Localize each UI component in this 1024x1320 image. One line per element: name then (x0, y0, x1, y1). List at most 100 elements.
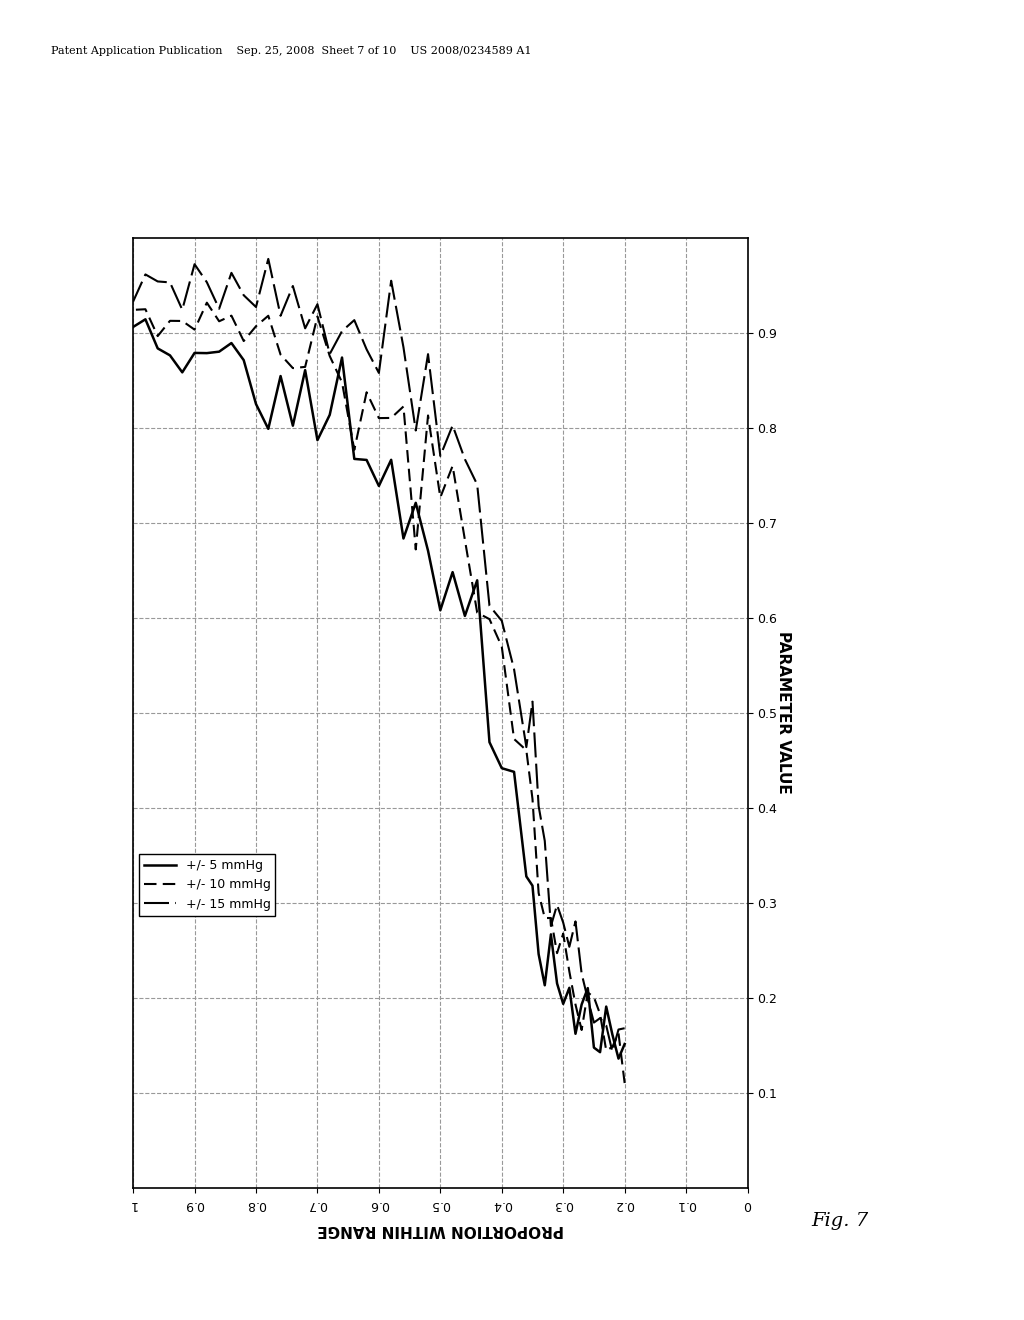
+/- 5 mmHg (575, 997, 588, 1012)
+/- 5 mmHg (348, 451, 360, 467)
+/- 5 mmHg (508, 764, 520, 780)
+/- 10 mmHg (164, 313, 176, 329)
Line: +/- 5 mmHg: +/- 5 mmHg (133, 319, 625, 1059)
+/- 5 mmHg (225, 335, 238, 351)
+/- 15 mmHg (385, 273, 397, 289)
+/- 10 mmHg (539, 909, 551, 925)
+/- 15 mmHg (563, 939, 575, 954)
+/- 15 mmHg (250, 300, 262, 315)
+/- 15 mmHg (373, 366, 385, 381)
+/- 15 mmHg (348, 313, 360, 329)
+/- 5 mmHg (588, 1040, 600, 1056)
+/- 10 mmHg (410, 541, 422, 557)
+/- 10 mmHg (238, 333, 250, 348)
+/- 5 mmHg (471, 573, 483, 589)
+/- 15 mmHg (508, 661, 520, 677)
+/- 15 mmHg (545, 919, 557, 935)
+/- 5 mmHg (360, 451, 373, 467)
+/- 10 mmHg (225, 308, 238, 323)
+/- 5 mmHg (446, 564, 459, 579)
+/- 15 mmHg (127, 293, 139, 309)
+/- 15 mmHg (600, 1018, 612, 1034)
Text: Fig. 7: Fig. 7 (811, 1212, 868, 1230)
+/- 15 mmHg (446, 417, 459, 433)
+/- 10 mmHg (176, 313, 188, 329)
+/- 10 mmHg (508, 731, 520, 747)
+/- 5 mmHg (373, 478, 385, 494)
+/- 5 mmHg (532, 946, 545, 962)
+/- 10 mmHg (526, 791, 539, 807)
Text: Patent Application Publication    Sep. 25, 2008  Sheet 7 of 10    US 2008/023458: Patent Application Publication Sep. 25, … (51, 46, 531, 57)
+/- 5 mmHg (569, 1026, 582, 1041)
+/- 5 mmHg (520, 869, 532, 884)
+/- 10 mmHg (336, 375, 348, 391)
+/- 15 mmHg (324, 346, 336, 362)
+/- 15 mmHg (588, 1015, 600, 1031)
+/- 10 mmHg (373, 411, 385, 426)
+/- 15 mmHg (520, 739, 532, 755)
+/- 5 mmHg (127, 319, 139, 335)
+/- 15 mmHg (188, 256, 201, 272)
+/- 5 mmHg (618, 1036, 631, 1052)
X-axis label: PROPORTION WITHIN RANGE: PROPORTION WITHIN RANGE (317, 1222, 563, 1237)
+/- 15 mmHg (569, 913, 582, 929)
+/- 15 mmHg (526, 694, 539, 710)
+/- 10 mmHg (446, 458, 459, 474)
+/- 5 mmHg (422, 543, 434, 558)
+/- 10 mmHg (188, 322, 201, 338)
+/- 5 mmHg (483, 734, 496, 750)
+/- 5 mmHg (274, 368, 287, 384)
+/- 10 mmHg (127, 302, 139, 318)
+/- 10 mmHg (606, 1039, 618, 1055)
+/- 10 mmHg (287, 360, 299, 376)
+/- 15 mmHg (551, 898, 563, 913)
+/- 15 mmHg (336, 323, 348, 339)
+/- 5 mmHg (152, 341, 164, 356)
+/- 5 mmHg (612, 1051, 625, 1067)
+/- 10 mmHg (588, 989, 600, 1005)
+/- 15 mmHg (164, 275, 176, 290)
+/- 5 mmHg (563, 979, 575, 995)
+/- 5 mmHg (176, 364, 188, 380)
+/- 15 mmHg (410, 422, 422, 438)
+/- 15 mmHg (471, 477, 483, 492)
+/- 5 mmHg (287, 417, 299, 433)
+/- 10 mmHg (551, 945, 563, 961)
+/- 10 mmHg (569, 997, 582, 1012)
+/- 5 mmHg (545, 927, 557, 942)
+/- 5 mmHg (213, 343, 225, 359)
+/- 15 mmHg (532, 799, 545, 814)
+/- 5 mmHg (311, 432, 324, 447)
+/- 15 mmHg (311, 296, 324, 312)
+/- 5 mmHg (582, 981, 594, 997)
+/- 10 mmHg (557, 925, 569, 941)
+/- 15 mmHg (225, 265, 238, 281)
+/- 10 mmHg (201, 294, 213, 310)
+/- 10 mmHg (360, 384, 373, 400)
+/- 5 mmHg (250, 396, 262, 412)
+/- 10 mmHg (397, 399, 410, 414)
+/- 15 mmHg (594, 1010, 606, 1026)
+/- 15 mmHg (422, 346, 434, 362)
+/- 15 mmHg (434, 447, 446, 463)
+/- 10 mmHg (600, 1043, 612, 1059)
+/- 10 mmHg (582, 985, 594, 1001)
+/- 10 mmHg (311, 309, 324, 325)
+/- 10 mmHg (575, 1022, 588, 1038)
+/- 15 mmHg (201, 275, 213, 290)
+/- 10 mmHg (324, 348, 336, 364)
+/- 10 mmHg (563, 964, 575, 979)
+/- 5 mmHg (434, 602, 446, 618)
+/- 10 mmHg (348, 442, 360, 458)
+/- 10 mmHg (262, 308, 274, 323)
+/- 15 mmHg (262, 251, 274, 267)
+/- 5 mmHg (299, 362, 311, 378)
+/- 10 mmHg (213, 313, 225, 329)
+/- 5 mmHg (551, 975, 563, 991)
+/- 10 mmHg (459, 532, 471, 548)
+/- 5 mmHg (496, 760, 508, 776)
+/- 15 mmHg (575, 966, 588, 982)
+/- 15 mmHg (139, 267, 152, 282)
+/- 15 mmHg (582, 991, 594, 1007)
+/- 5 mmHg (459, 609, 471, 624)
